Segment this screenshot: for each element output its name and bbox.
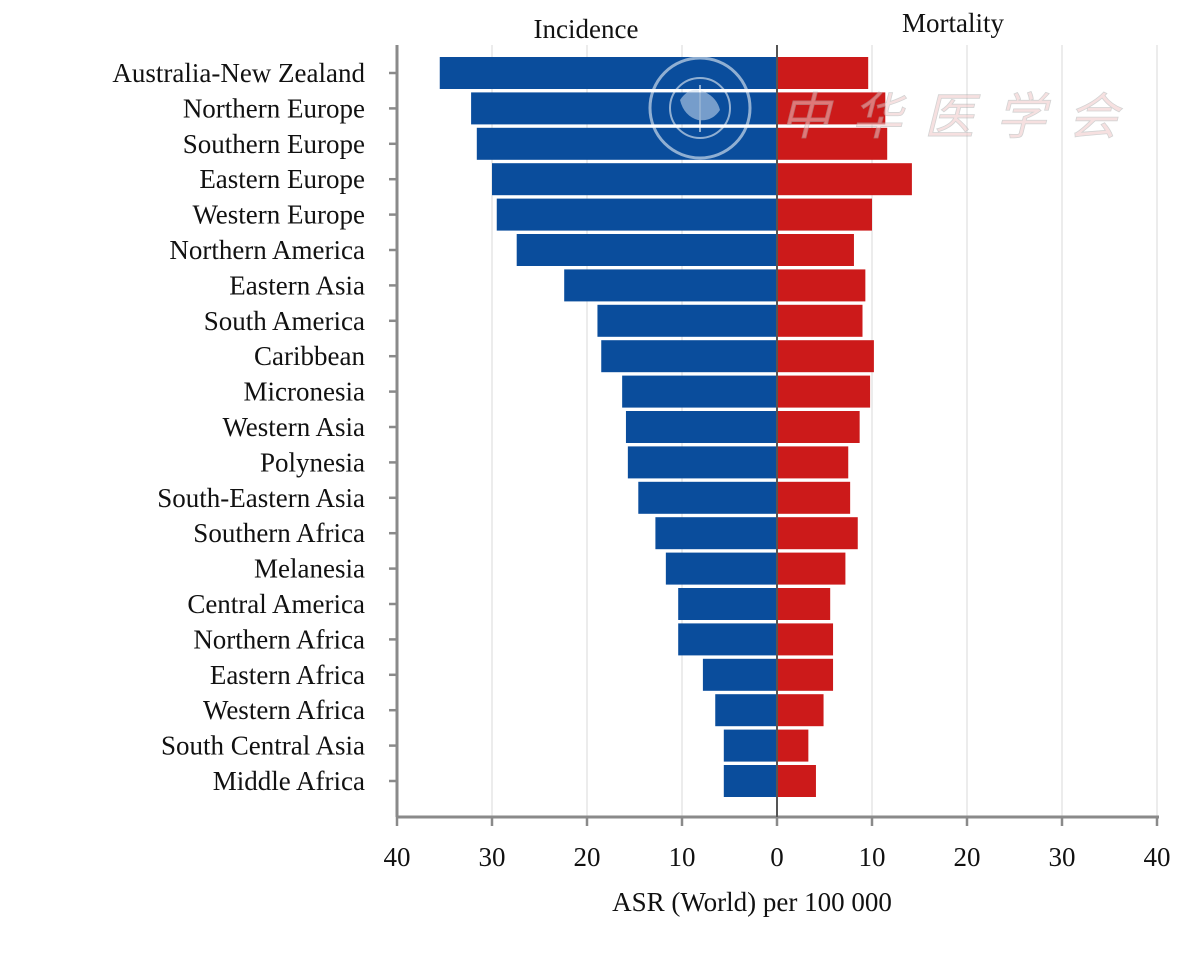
incidence-bar [625, 411, 777, 443]
mortality-title: Mortality [902, 8, 1004, 38]
incidence-bar [723, 729, 777, 762]
incidence-bar [492, 163, 777, 196]
category-label: Northern America [169, 235, 365, 265]
category-label: Western Asia [222, 412, 365, 442]
x-tick-label: 30 [479, 842, 506, 872]
emblem-icon [648, 56, 752, 160]
category-label: Central America [187, 589, 365, 619]
x-tick-label: 30 [1049, 842, 1076, 872]
incidence-bar [496, 198, 777, 231]
incidence-bar [622, 375, 777, 408]
x-tick-label: 20 [574, 842, 601, 872]
mortality-bar [777, 729, 809, 762]
category-label: Northern Europe [183, 93, 365, 123]
category-labels: Australia-New Zealand Northern Europe Sout… [112, 58, 365, 796]
mortality-bar [777, 269, 866, 302]
x-tick-label: 40 [1144, 842, 1171, 872]
category-label: Polynesia [260, 447, 365, 477]
category-label: Melanesia [254, 554, 365, 584]
x-axis-title: ASR (World) per 100 000 [612, 887, 892, 917]
mortality-bar [777, 163, 912, 196]
incidence-bar [655, 517, 777, 550]
incidence-bar [601, 340, 777, 373]
category-label: Northern Africa [193, 624, 365, 654]
axes [389, 45, 1159, 826]
mortality-bar [777, 304, 863, 337]
x-tick-label: 20 [954, 842, 981, 872]
category-label: Australia-New Zealand [112, 58, 365, 88]
category-label: Southern Europe [183, 129, 365, 159]
incidence-bar [665, 552, 777, 585]
mortality-bar [777, 623, 834, 656]
category-label: Eastern Europe [199, 164, 365, 194]
category-label: South-Eastern Asia [157, 483, 365, 513]
mortality-bar [777, 375, 871, 408]
mortality-bar [777, 340, 874, 373]
mortality-bar [777, 198, 872, 231]
incidence-bar [564, 269, 777, 302]
incidence-bar [516, 234, 777, 266]
x-tick-label: 40 [384, 842, 411, 872]
incidence-bar [723, 765, 777, 797]
incidence-bar [678, 588, 777, 620]
mortality-bar [777, 765, 816, 797]
incidence-bar [597, 304, 777, 337]
mortality-bar [777, 694, 824, 727]
incidence-title: Incidence [534, 14, 639, 44]
mortality-bar [777, 658, 834, 691]
category-label: Middle Africa [213, 766, 365, 796]
incidence-bar [638, 481, 777, 514]
bars [439, 57, 912, 797]
category-label: Eastern Africa [210, 660, 365, 690]
category-label: Eastern Asia [229, 270, 365, 300]
incidence-bar [439, 57, 777, 89]
x-tick-label: 0 [770, 842, 784, 872]
incidence-bar [702, 658, 777, 691]
mortality-bar [777, 57, 869, 89]
mortality-bar [777, 127, 888, 160]
category-label: South Central Asia [161, 731, 365, 761]
incidence-bar [627, 446, 777, 479]
category-label: Western Africa [203, 695, 365, 725]
mortality-bar [777, 446, 849, 479]
incidence-bar [678, 623, 777, 656]
category-label: Western Europe [192, 200, 365, 230]
watermark-chars: 中华医学会 [780, 88, 1140, 146]
category-label: Micronesia [244, 377, 365, 407]
category-label: South America [204, 306, 365, 336]
mortality-bar [777, 517, 858, 550]
x-tick-label: 10 [859, 842, 886, 872]
incidence-bar [476, 127, 777, 160]
mortality-bar [777, 411, 860, 443]
mortality-bar [777, 552, 846, 585]
mortality-bar [777, 92, 886, 125]
x-tick-label: 10 [669, 842, 696, 872]
mortality-bar [777, 481, 851, 514]
mortality-bar [777, 588, 831, 620]
incidence-bar [471, 92, 777, 125]
watermark: 中华医学会 [648, 56, 1140, 160]
category-label: Southern Africa [193, 518, 365, 548]
tick-labels: 40 30 20 10 0 10 20 30 40 [384, 842, 1171, 872]
category-label: Caribbean [254, 341, 365, 371]
mortality-bar [777, 234, 854, 266]
incidence-bar [715, 694, 777, 727]
